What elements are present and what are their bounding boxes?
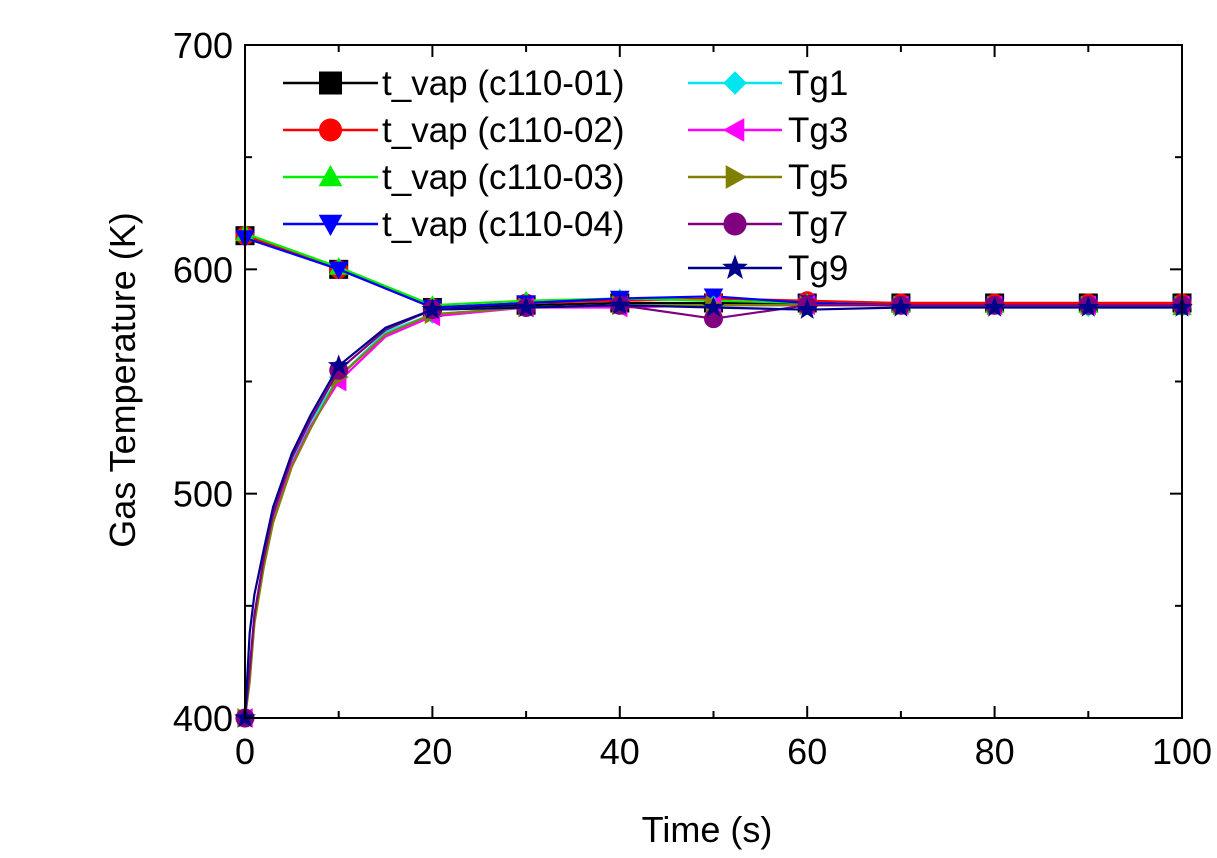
legend-label: Tg7 <box>788 205 848 244</box>
legend-item: Tg7 <box>688 205 848 244</box>
data-point <box>608 293 631 315</box>
x-tick-label: 80 <box>975 731 1015 772</box>
legend-marker <box>723 212 747 236</box>
data-point <box>702 296 725 317</box>
data-point <box>327 354 350 375</box>
legend-marker <box>722 118 745 142</box>
legend-label: Tg3 <box>788 111 848 150</box>
data-point <box>890 296 912 317</box>
legend-marker <box>725 165 748 189</box>
y-axis-title: Gas Temperature (K) <box>102 212 143 547</box>
series-line <box>243 304 1182 719</box>
data-point <box>328 261 349 280</box>
data-point <box>704 309 723 329</box>
series-4 <box>235 295 1192 728</box>
legend-label: t_vap (c110-04) <box>382 205 625 244</box>
series-line <box>243 304 1182 719</box>
legend-label: t_vap (c110-02) <box>382 111 625 150</box>
legend-label: t_vap (c110-01) <box>382 64 625 103</box>
series-line <box>243 304 1182 719</box>
series-5 <box>234 295 1190 728</box>
data-point <box>983 296 1006 317</box>
legend-item: Tg1 <box>688 64 848 103</box>
y-tick-label: 400 <box>173 698 233 739</box>
y-tick-label: 500 <box>173 474 233 515</box>
series-line <box>243 304 1182 719</box>
legend-label: t_vap (c110-03) <box>382 158 625 197</box>
legend-item: Tg5 <box>688 158 848 197</box>
legend-item: Tg3 <box>688 111 848 150</box>
y-tick-label: 600 <box>173 249 233 290</box>
legend: t_vap (c110-01) t_vap (c110-02) t_vap (c11… <box>283 64 848 288</box>
x-tick-label: 60 <box>787 731 827 772</box>
data-point <box>515 296 537 317</box>
legend-marker <box>319 71 342 95</box>
y-tick-label: 700 <box>173 25 233 66</box>
series-6 <box>237 295 1193 728</box>
series-line <box>243 304 1182 719</box>
data-point <box>1077 296 1100 317</box>
data-point <box>796 298 818 319</box>
axis-ticks <box>244 44 1183 719</box>
series-8 <box>234 293 1193 728</box>
legend-item: t_vap (c110-03) <box>283 158 625 197</box>
legend-item: t_vap (c110-04) <box>283 205 625 244</box>
legend-label: Tg9 <box>788 249 848 288</box>
legend-label: Tg1 <box>788 64 848 103</box>
legend-label: Tg5 <box>788 158 848 197</box>
legend-marker <box>722 254 748 280</box>
x-tick-label: 0 <box>235 731 255 772</box>
data-point <box>421 298 444 319</box>
x-tick-label: 20 <box>412 731 452 772</box>
legend-item: t_vap (c110-02) <box>283 111 625 150</box>
legend-marker <box>318 214 343 237</box>
x-tick-label: 100 <box>1152 731 1212 772</box>
legend-marker <box>318 164 343 187</box>
tick-labels: 0 20 40 60 80 100 400 500 600 700 <box>173 25 1212 772</box>
series-7 <box>235 295 1192 728</box>
legend-item: t_vap (c110-01) <box>283 64 625 103</box>
legend-item: Tg9 <box>688 249 848 288</box>
x-tick-label: 40 <box>600 731 640 772</box>
legend-marker <box>723 71 747 95</box>
legend-marker <box>319 118 342 142</box>
x-axis-title: Time (s) <box>642 809 773 850</box>
plot-body <box>234 223 1193 728</box>
